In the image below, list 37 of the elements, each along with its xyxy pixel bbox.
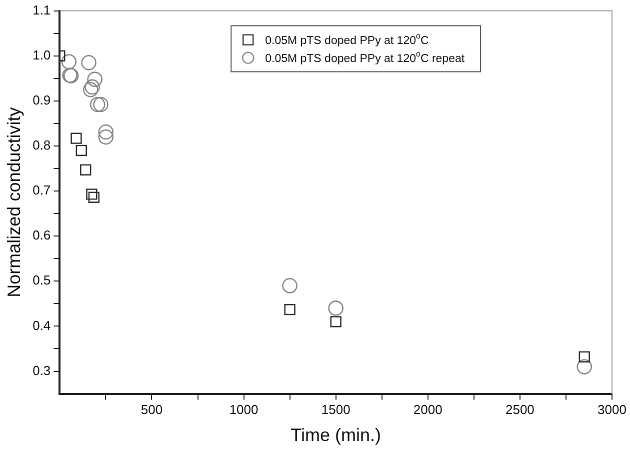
- point: [84, 79, 100, 95]
- x-tick-label: 1500: [321, 402, 350, 418]
- point: [87, 72, 102, 87]
- x-tick-label: 2000: [413, 402, 442, 418]
- point: [578, 351, 590, 362]
- point: [284, 304, 296, 316]
- point: [98, 129, 114, 145]
- y-tick-label: 0.5: [32, 272, 51, 288]
- point: [86, 188, 98, 200]
- x-tick-label: 1000: [229, 402, 258, 418]
- point: [90, 96, 106, 112]
- y-tick-label: 1.1: [32, 2, 51, 18]
- point: [330, 316, 342, 328]
- x-tick-label: 2500: [505, 402, 534, 418]
- y-tick-label: 1.0: [32, 47, 51, 62]
- point: [576, 359, 592, 374]
- point: [76, 144, 87, 156]
- point: [88, 192, 100, 203]
- y-tick-label: 0.3: [32, 362, 51, 378]
- point: [61, 54, 77, 70]
- y-tick-label: 0.9: [32, 92, 51, 108]
- y-tick-label: 0.6: [32, 228, 51, 243]
- x-tick-label: 3000: [598, 402, 626, 418]
- y-tick-label: 0.4: [32, 318, 51, 333]
- y-tick-label: 0.8: [32, 138, 51, 153]
- point: [93, 96, 108, 112]
- point: [81, 54, 96, 70]
- point: [80, 164, 92, 176]
- y-axis-title: Normalized conductivity: [4, 107, 24, 298]
- y-tick-label: 0.7: [32, 182, 51, 198]
- x-tick-label: 500: [140, 402, 163, 418]
- point: [282, 278, 298, 294]
- point: [82, 82, 98, 98]
- point: [70, 132, 82, 144]
- point: [98, 124, 114, 140]
- point: [328, 300, 344, 316]
- x-axis-title: Time (min.): [290, 425, 381, 446]
